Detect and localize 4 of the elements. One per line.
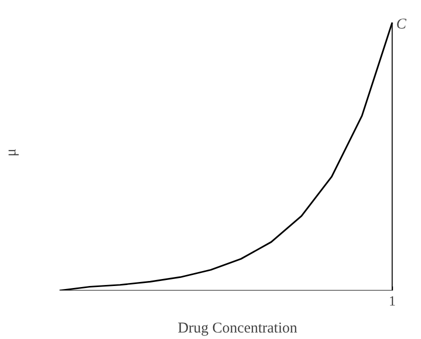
text: C: [396, 16, 408, 33]
y-axis-title: μ: [4, 148, 20, 157]
x-axis-title: Drug Concentration: [178, 320, 298, 336]
text: 1: [388, 294, 396, 310]
